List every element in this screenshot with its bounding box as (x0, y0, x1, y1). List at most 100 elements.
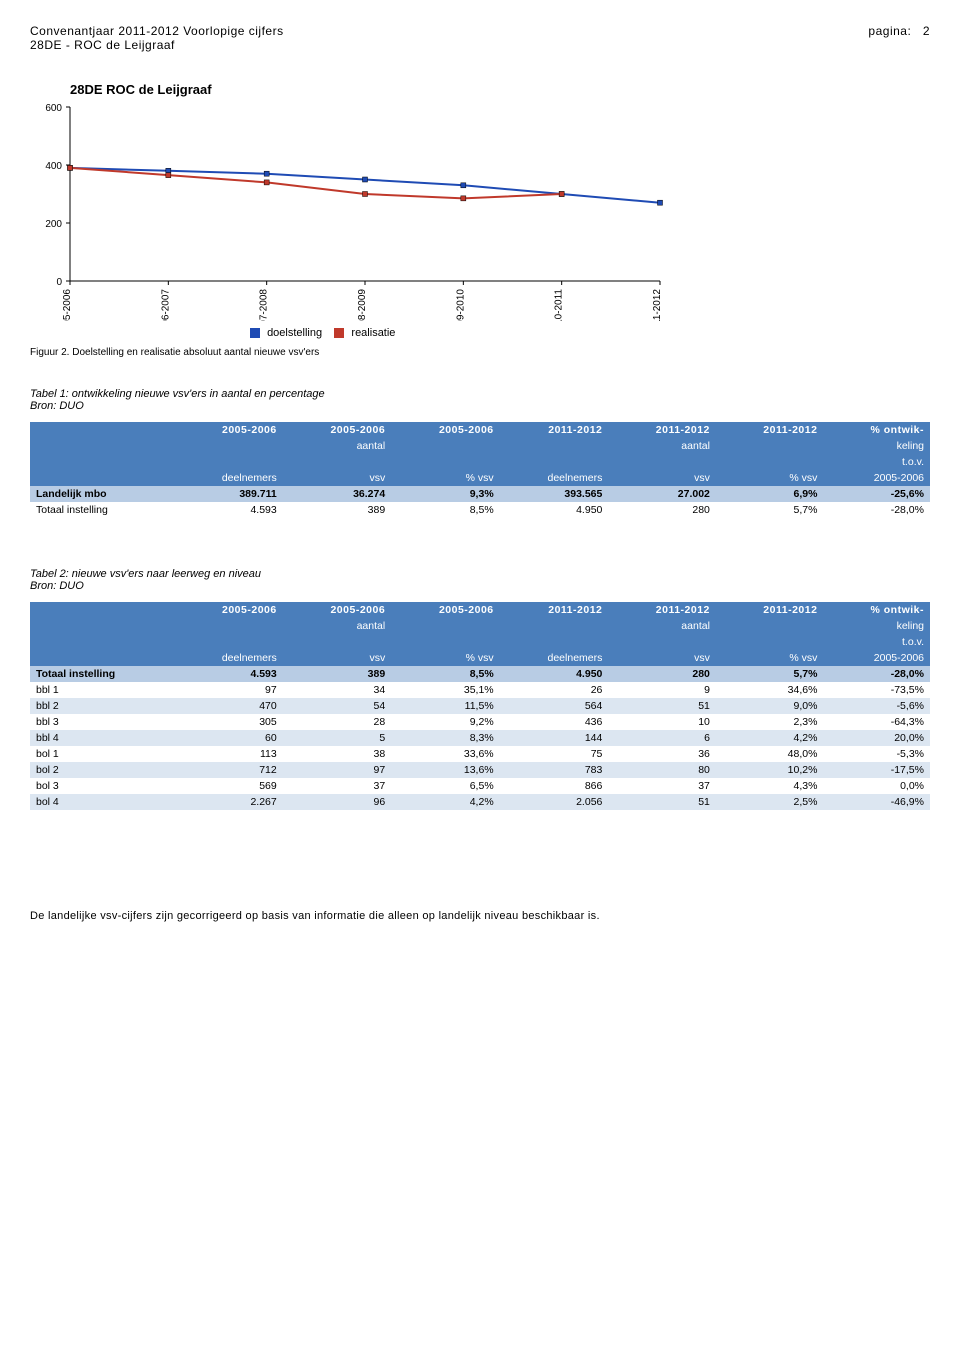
table-cell: 13,6% (391, 762, 499, 778)
table-cell: -28,0% (823, 502, 930, 518)
table-cell: 2,5% (716, 794, 824, 810)
table-header-cell (391, 634, 499, 650)
table-cell: 393.565 (500, 486, 609, 502)
table-cell: bbl 3 (30, 714, 174, 730)
table-cell: 34,6% (716, 682, 824, 698)
table-header-cell (174, 634, 283, 650)
table-header-cell (30, 438, 174, 454)
table1: 2005-20062005-20062005-20062011-20122011… (30, 422, 930, 518)
table-cell: -5,6% (823, 698, 930, 714)
table-header-cell: 2005-2006 (283, 422, 391, 438)
table-cell: bol 1 (30, 746, 174, 762)
table-cell: 470 (174, 698, 283, 714)
table-cell: 6,5% (391, 778, 499, 794)
chart-caption: Figuur 2. Doelstelling en realisatie abs… (30, 347, 930, 358)
table-cell: 34 (283, 682, 391, 698)
table-cell: 11,5% (391, 698, 499, 714)
chart-legend: doelstelling realisatie (250, 327, 930, 339)
svg-text:2006-2007: 2006-2007 (160, 289, 171, 321)
table-header-cell: aantal (608, 438, 716, 454)
table-cell: 389.711 (174, 486, 283, 502)
table-cell: -5,3% (823, 746, 930, 762)
table-cell: 783 (500, 762, 609, 778)
table-header-cell (608, 634, 716, 650)
table-cell: 2.056 (500, 794, 609, 810)
table-header-cell: 2011-2012 (500, 422, 609, 438)
table-header-cell (500, 454, 609, 470)
table-cell: 8,5% (391, 502, 499, 518)
table-header-cell: aantal (608, 618, 716, 634)
table-cell: -64,3% (823, 714, 930, 730)
table-header-cell: 2005-2006 (174, 422, 283, 438)
svg-text:2008-2009: 2008-2009 (357, 289, 368, 321)
table-header-cell (30, 650, 174, 666)
table-row: bol 27129713,6%7838010,2%-17,5% (30, 762, 930, 778)
table-cell: 51 (608, 698, 716, 714)
table-header-cell (174, 454, 283, 470)
table-row: bbl 24705411,5%564519,0%-5,6% (30, 698, 930, 714)
table-header-cell: 2011-2012 (716, 602, 824, 618)
table-cell: 10,2% (716, 762, 824, 778)
table-header-cell: 2011-2012 (608, 422, 716, 438)
table-row: Landelijk mbo389.71136.2749,3%393.56527.… (30, 486, 930, 502)
table-cell: 33,6% (391, 746, 499, 762)
table-header-cell: deelnemers (174, 650, 283, 666)
table-cell: bol 4 (30, 794, 174, 810)
table-cell: 27.002 (608, 486, 716, 502)
table-cell: 436 (500, 714, 609, 730)
table-header-cell (174, 438, 283, 454)
table-cell: 6,9% (716, 486, 824, 502)
table-header-cell (30, 422, 174, 438)
legend-label-doelstelling: doelstelling (267, 327, 322, 339)
table-header-cell: 2011-2012 (608, 602, 716, 618)
table-cell: 48,0% (716, 746, 824, 762)
table-cell: Totaal instelling (30, 666, 174, 682)
table-cell: 9,0% (716, 698, 824, 714)
table-cell: bbl 2 (30, 698, 174, 714)
table-row: Totaal instelling4.5933898,5%4.9502805,7… (30, 502, 930, 518)
table-header-cell: % vsv (716, 650, 824, 666)
table1-source: Bron: DUO (30, 400, 930, 412)
table-cell: 80 (608, 762, 716, 778)
table-header-cell: vsv (608, 650, 716, 666)
table-header-cell (500, 438, 609, 454)
table-cell: 5 (283, 730, 391, 746)
svg-text:200: 200 (45, 219, 62, 230)
table-header-cell: aantal (283, 618, 391, 634)
table-header-cell: 2005-2006 (823, 470, 930, 486)
table-cell: 6 (608, 730, 716, 746)
table-cell: 113 (174, 746, 283, 762)
svg-text:2005-2006: 2005-2006 (62, 289, 73, 321)
table-header-cell: vsv (608, 470, 716, 486)
table-cell: -46,9% (823, 794, 930, 810)
table-cell: 144 (500, 730, 609, 746)
table-cell: Totaal instelling (30, 502, 174, 518)
table-header-cell (30, 470, 174, 486)
svg-text:600: 600 (45, 103, 62, 114)
table-header-cell: keling (823, 618, 930, 634)
svg-text:2007-2008: 2007-2008 (259, 289, 270, 321)
table-row: bbl 1973435,1%26934,6%-73,5% (30, 682, 930, 698)
table-cell: 9,2% (391, 714, 499, 730)
svg-text:400: 400 (45, 161, 62, 172)
table-cell: 37 (608, 778, 716, 794)
table1-caption: Tabel 1: ontwikkeling nieuwe vsv'ers in … (30, 388, 930, 400)
table-cell: 4.950 (500, 502, 609, 518)
table-cell: 54 (283, 698, 391, 714)
table-header-cell: t.o.v. (823, 454, 930, 470)
table-cell: 20,0% (823, 730, 930, 746)
table-header-cell: 2005-2006 (283, 602, 391, 618)
table-header-cell (283, 634, 391, 650)
table-cell: -73,5% (823, 682, 930, 698)
table-header-cell: 2011-2012 (716, 422, 824, 438)
pagina-num: 2 (923, 24, 930, 38)
svg-text:0: 0 (56, 277, 62, 288)
table-header-cell: keling (823, 438, 930, 454)
table-header-cell (30, 634, 174, 650)
table-cell: 37 (283, 778, 391, 794)
table2-caption: Tabel 2: nieuwe vsv'ers naar leerweg en … (30, 568, 930, 580)
page-header: Convenantjaar 2011-2012 Voorlopige cijfe… (30, 24, 930, 52)
line-chart: 0 200 400 600 2005-2006 2006-2007 2007-2008 200… (30, 101, 670, 321)
table-cell: 9 (608, 682, 716, 698)
table-header-cell: vsv (283, 470, 391, 486)
